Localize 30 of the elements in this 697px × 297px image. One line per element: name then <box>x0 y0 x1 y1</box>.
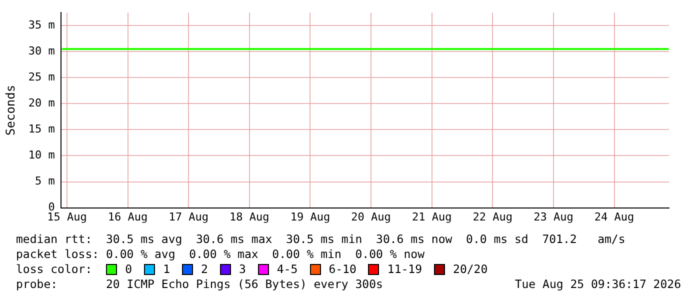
text: median rtt: 30.5 ms avg 30.6 ms max 30.5 ms min 30.6 ms now 0.0 ms sd 701.2 am/s <box>16 232 626 247</box>
legend-label: 11-19 <box>387 262 422 277</box>
legend-label: 6-10 <box>328 262 356 277</box>
x-tick-label: 24 Aug <box>594 210 634 224</box>
legend-label: 1 <box>163 262 170 277</box>
legend-label: 20/20 <box>453 262 488 277</box>
y-tick-label: 15 m <box>28 122 56 136</box>
y-tick-label: 35 m <box>28 18 56 32</box>
legend-title: loss color: <box>16 262 92 277</box>
text: Tue Aug 25 09:36:17 2026 <box>514 277 681 292</box>
y-tick-label: 10 m <box>28 148 56 162</box>
legend-label: 2 <box>201 262 208 277</box>
x-tick-label: 18 Aug <box>230 210 270 224</box>
x-tick-label: 22 Aug <box>472 210 513 224</box>
x-tick-label: 21 Aug <box>412 210 452 224</box>
x-tick-label: 20 Aug <box>351 210 391 224</box>
legend-label: 4-5 <box>276 262 298 277</box>
y-axis-title: Seconds <box>3 84 18 136</box>
y-tick-label: 25 m <box>28 70 56 84</box>
y-tick-label: 20 m <box>28 96 56 110</box>
legend-label: 0 <box>125 262 132 277</box>
text: packet loss: 0.00 % avg 0.00 % max 0.00 % min 0.00 % now <box>16 247 426 262</box>
x-tick-label: 17 Aug <box>168 210 208 224</box>
y-tick-label: 30 m <box>28 44 56 58</box>
legend-label: 3 <box>238 262 246 277</box>
text: probe: 20 ICMP Echo Pings (56 Bytes) every 300s <box>16 277 383 292</box>
y-tick-label: 5 m <box>35 174 56 188</box>
x-tick-label: 16 Aug <box>108 210 148 224</box>
x-tick-label: 19 Aug <box>290 210 330 224</box>
x-tick-label: 23 Aug <box>534 210 574 224</box>
